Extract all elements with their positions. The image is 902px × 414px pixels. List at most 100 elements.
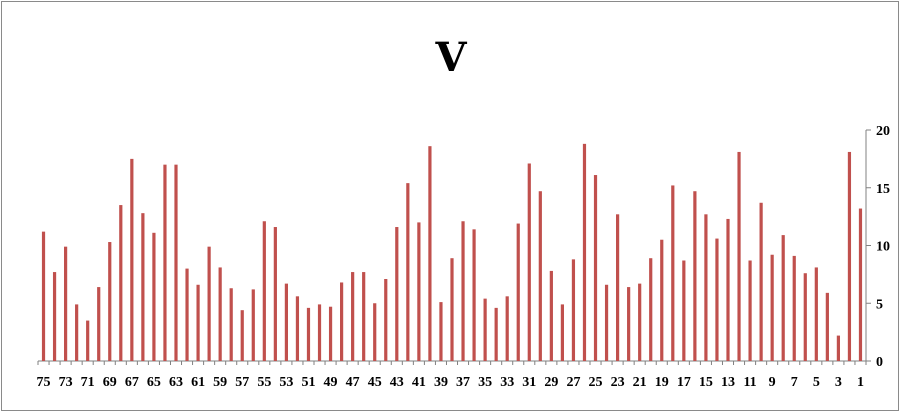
bar <box>450 258 454 361</box>
bar <box>86 320 90 361</box>
bar <box>64 246 68 361</box>
bar <box>284 283 288 361</box>
x-tick-label: 31 <box>522 375 536 390</box>
bar <box>373 303 377 361</box>
x-tick-label: 23 <box>611 375 625 390</box>
bar <box>516 223 520 361</box>
x-tick-label: 5 <box>813 375 820 390</box>
y-tick-label: 15 <box>876 182 890 197</box>
bar <box>483 298 487 361</box>
bar <box>196 284 200 361</box>
bar <box>384 279 388 361</box>
x-tick-label: 19 <box>655 375 669 390</box>
bar <box>328 306 333 361</box>
bar <box>671 185 675 361</box>
x-tick-label: 45 <box>368 375 382 390</box>
bar <box>649 258 653 361</box>
bar <box>306 307 311 361</box>
bar <box>770 254 774 361</box>
x-tick-label: 27 <box>566 375 580 390</box>
x-tick-label: 53 <box>279 375 293 390</box>
bar <box>108 242 112 361</box>
x-tick-label: 47 <box>346 375 360 390</box>
bar <box>417 222 421 361</box>
x-tick-label: 3 <box>835 375 842 390</box>
x-tick-label: 73 <box>59 375 73 390</box>
bar <box>218 267 222 361</box>
bar <box>41 231 46 361</box>
bar <box>549 270 553 361</box>
bar <box>693 191 697 361</box>
bar <box>340 282 344 361</box>
bar <box>273 227 277 361</box>
x-tick-label: 49 <box>324 375 338 390</box>
x-tick-label: 65 <box>147 375 161 390</box>
bar <box>461 221 465 361</box>
bar <box>207 246 211 361</box>
bar <box>748 260 752 361</box>
bar <box>582 143 587 361</box>
x-tick-label: 15 <box>699 375 713 390</box>
x-tick-label: 37 <box>456 375 470 390</box>
x-tick-label: 43 <box>390 375 404 390</box>
bar <box>75 304 79 361</box>
bar <box>119 205 123 361</box>
bar <box>726 218 730 361</box>
bar <box>616 214 620 361</box>
x-tick-label: 51 <box>301 375 315 390</box>
bar <box>715 238 719 361</box>
bar <box>627 287 631 361</box>
bar <box>428 146 432 361</box>
x-tick-label: 57 <box>235 375 249 390</box>
bar <box>560 304 564 361</box>
bar <box>229 288 233 361</box>
bar <box>295 296 300 361</box>
x-tick-label: 25 <box>589 375 603 390</box>
bar <box>262 221 266 361</box>
bar <box>638 283 642 361</box>
bar <box>836 335 840 361</box>
x-tick-label: 29 <box>544 375 558 390</box>
bar <box>406 183 410 361</box>
bar <box>593 175 598 361</box>
bar <box>439 302 443 361</box>
bar <box>781 235 785 361</box>
bar <box>351 272 355 361</box>
bar <box>538 191 542 361</box>
x-tick-label: 61 <box>191 375 205 390</box>
bar <box>163 164 167 361</box>
x-tick-label: 13 <box>721 375 735 390</box>
bar <box>494 307 498 361</box>
x-tick-label: 17 <box>677 375 691 390</box>
bar <box>737 151 741 361</box>
bar <box>682 260 686 361</box>
bar <box>251 289 255 361</box>
x-tick-label: 63 <box>169 375 183 390</box>
x-tick-label: 35 <box>478 375 492 390</box>
bar <box>240 310 244 361</box>
x-tick-label: 11 <box>743 375 756 390</box>
y-tick-label: 5 <box>876 297 883 312</box>
chart-title: V <box>435 34 467 81</box>
bar <box>505 296 509 361</box>
bar <box>571 259 576 361</box>
y-tick-label: 20 <box>876 124 890 139</box>
x-tick-label: 7 <box>791 375 798 390</box>
bar <box>185 268 189 361</box>
bar <box>858 208 863 361</box>
x-tick-label: 1 <box>857 375 864 390</box>
bar <box>141 213 145 361</box>
bar <box>362 272 366 361</box>
y-tick-label: 0 <box>876 355 883 370</box>
bar <box>52 272 57 361</box>
y-tick-label: 10 <box>876 240 890 255</box>
bar <box>472 229 476 361</box>
bar <box>130 158 134 362</box>
x-tick-label: 39 <box>434 375 448 390</box>
x-tick-label: 33 <box>500 375 514 390</box>
bar <box>814 267 818 361</box>
x-tick-label: 41 <box>412 375 426 390</box>
bar <box>317 304 322 361</box>
x-tick-label: 55 <box>257 375 271 390</box>
